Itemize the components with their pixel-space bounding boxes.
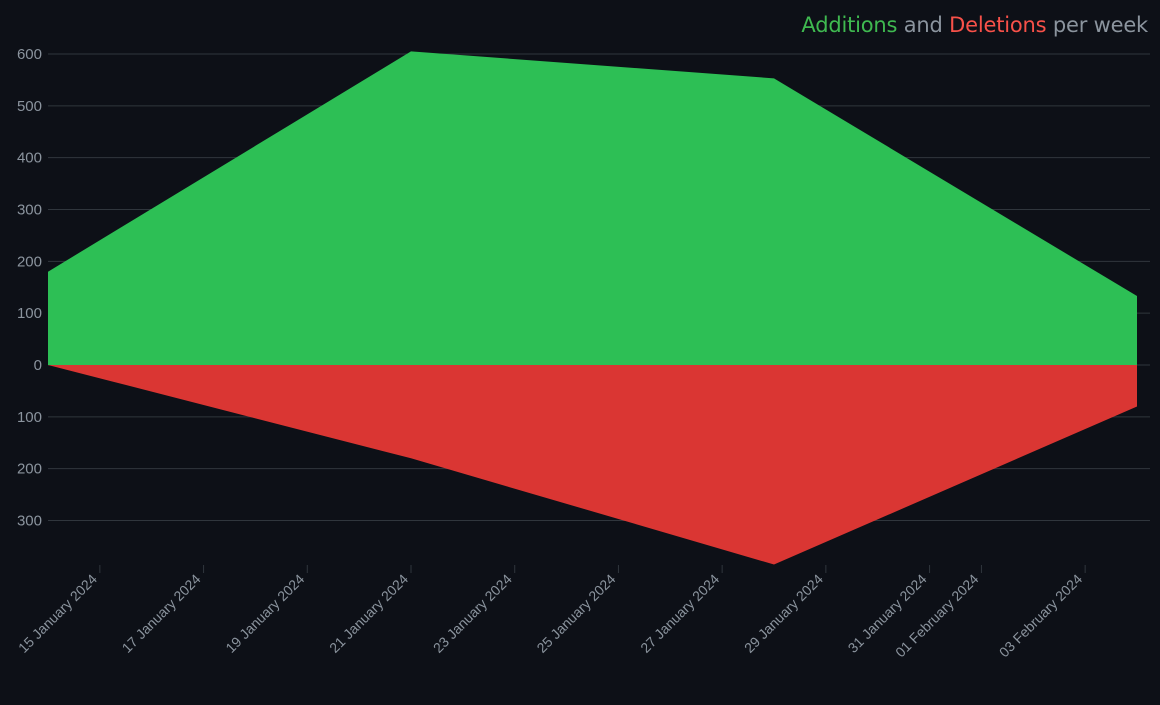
x-tick-label: 27 January 2024 [637, 571, 722, 656]
y-tick-label: 100 [17, 409, 42, 426]
x-tick-label: 19 January 2024 [222, 571, 307, 656]
y-tick-label: 400 [17, 150, 42, 167]
y-tick-label: 200 [17, 461, 42, 478]
title-and: and [903, 13, 943, 37]
x-tick-label: 23 January 2024 [430, 571, 515, 656]
additions-area [48, 51, 1137, 366]
y-tick-label: 100 [17, 305, 42, 322]
y-tick-label: 0 [34, 357, 42, 374]
y-tick-label: 500 [17, 98, 42, 115]
y-tick-label: 300 [17, 513, 42, 530]
x-tick-label: 21 January 2024 [326, 571, 411, 656]
x-tick-label: 03 February 2024 [996, 571, 1086, 661]
deletions-area [48, 365, 1137, 565]
y-tick-label: 300 [17, 202, 42, 219]
title-deletions: Deletions [949, 13, 1047, 37]
x-axis: 15 January 2024 17 January 2024 19 January… [15, 565, 1086, 660]
x-tick-label: 29 January 2024 [741, 571, 826, 656]
title-suffix: per week [1052, 13, 1148, 37]
x-tick-label: 17 January 2024 [119, 571, 204, 656]
y-axis: 600 500 400 300 200 100 0 100 200 300 [17, 46, 42, 530]
chart-title: Additions and Deletions per week [801, 13, 1148, 37]
y-tick-label: 200 [17, 253, 42, 270]
title-additions: Additions [801, 13, 898, 37]
x-tick-label: 25 January 2024 [533, 571, 618, 656]
y-tick-label: 600 [17, 46, 42, 63]
x-tick-label: 15 January 2024 [15, 571, 100, 656]
series-layer [48, 51, 1137, 565]
